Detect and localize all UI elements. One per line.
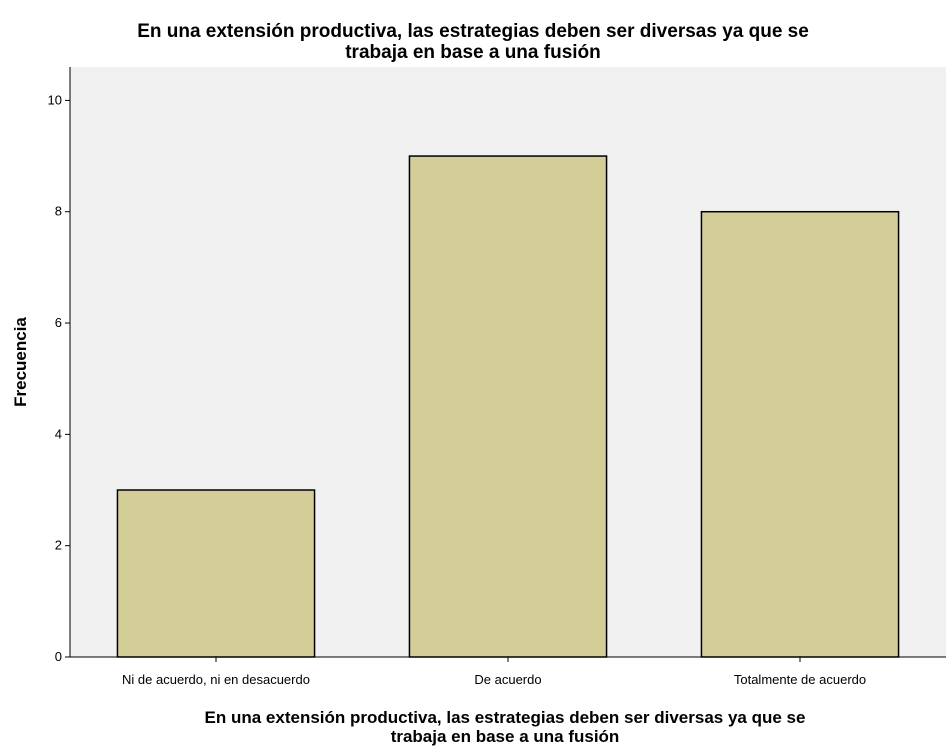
- x-category-label: De acuerdo: [474, 672, 541, 687]
- x-category-label: Totalmente de acuerdo: [734, 672, 866, 687]
- y-tick-label: 10: [48, 92, 62, 107]
- bar: [408, 155, 608, 658]
- y-axis-ticks: 0 2 4 6 8 10: [48, 92, 70, 664]
- y-axis-title: Frecuencia: [11, 317, 30, 407]
- y-tick-label: 8: [55, 204, 62, 219]
- y-tick-label: 4: [55, 426, 62, 441]
- chart-title-line-1: En una extensión productiva, las estrate…: [137, 21, 809, 42]
- x-axis-labels: Ni de acuerdo, ni en desacuerdo De acuerd…: [122, 657, 866, 687]
- y-tick-label: 2: [55, 538, 62, 553]
- bars: [116, 155, 900, 658]
- chart-title-line-2: trabaja en base a una fusión: [345, 42, 601, 63]
- y-tick-label: 6: [55, 315, 62, 330]
- y-tick-label: 0: [55, 649, 62, 664]
- x-axis-title-line-1: En una extensión productiva, las estrate…: [205, 708, 806, 727]
- bar: [700, 210, 900, 658]
- bar: [116, 489, 316, 658]
- x-category-label: Ni de acuerdo, ni en desacuerdo: [122, 672, 310, 687]
- x-axis-title-line-2: trabaja en base a una fusión: [391, 727, 620, 746]
